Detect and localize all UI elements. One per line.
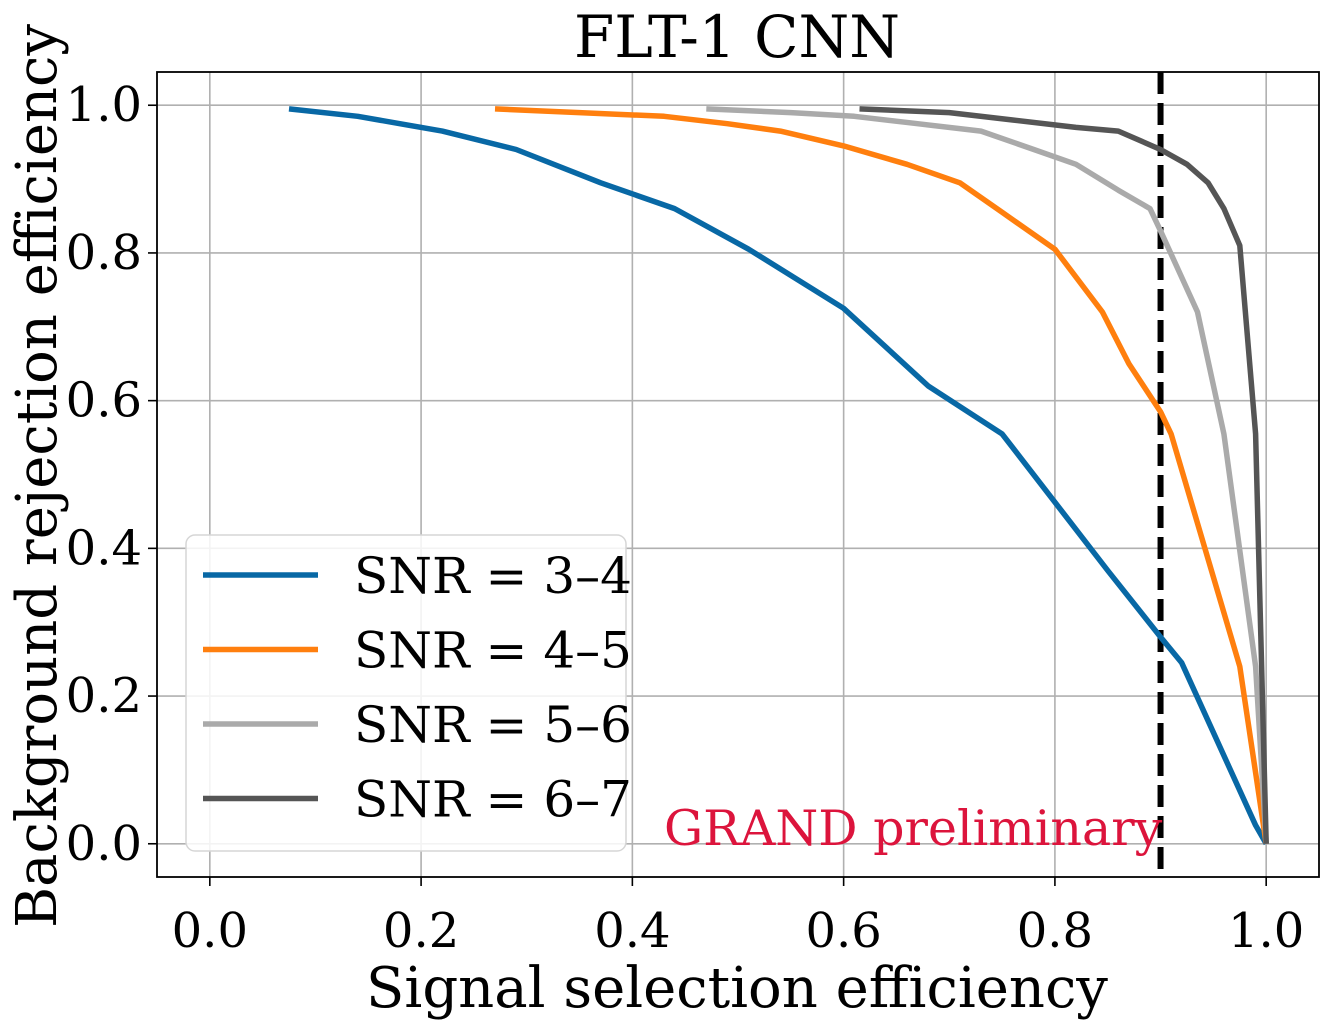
y-tick-label: 0.4: [66, 520, 142, 576]
x-tick-label: 0.2: [383, 903, 459, 959]
series-line: [288, 106, 1269, 846]
y-tick-label: 0.8: [66, 225, 142, 281]
y-axis-label: Background rejection efficiency: [5, 24, 70, 928]
y-tick-label: 0.2: [66, 668, 142, 724]
legend-label: SNR = 3–4: [354, 547, 632, 605]
preliminary-annotation: GRAND preliminary: [664, 800, 1163, 857]
y-tick-label: 0.6: [66, 373, 142, 429]
plot-frame: [156, 71, 1320, 878]
y-tick-label: 0.0: [66, 816, 142, 872]
x-tick-label: 0.4: [594, 903, 670, 959]
x-tick-label: 0.0: [172, 903, 248, 959]
x-tick-label: 0.8: [1017, 903, 1093, 959]
y-tick-label: 1.0: [66, 77, 142, 133]
x-axis-label: Signal selection efficiency: [366, 956, 1108, 1021]
legend-label: SNR = 6–7: [354, 771, 632, 829]
chart-title: FLT-1 CNN: [574, 3, 900, 71]
series-line: [859, 106, 1269, 844]
series-layer: [288, 106, 1269, 846]
legend-box: [185, 534, 627, 852]
x-axis-ticks: 0.0 0.2 0.4 0.6 0.8 1.0: [172, 877, 1304, 959]
series-line: [494, 106, 1269, 845]
y-axis-ticks: 0.0 0.2 0.4 0.6 0.8 1.0: [66, 77, 157, 872]
series-line: [706, 106, 1269, 844]
legend: SNR = 3–4 SNR = 4–5 SNR = 5–6 SNR = 6–7: [185, 534, 632, 852]
legend-label: SNR = 5–6: [354, 696, 632, 754]
legend-label: SNR = 4–5: [354, 622, 632, 680]
x-tick-label: 0.6: [805, 903, 881, 959]
x-tick-label: 1.0: [1228, 903, 1304, 959]
